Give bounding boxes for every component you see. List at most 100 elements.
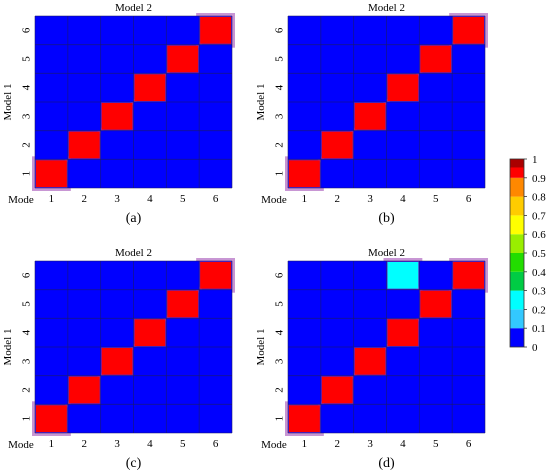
corner-label: Mode bbox=[261, 439, 287, 451]
x-tick-label: 6 bbox=[466, 438, 472, 450]
heatmap-cell bbox=[166, 318, 200, 347]
heatmap-cell bbox=[67, 44, 101, 74]
heatmap-panel: Model 2 1 2 3 4 5 6 1 2 3 4 5 6 Model 1 Mode (d) bbox=[255, 247, 488, 471]
heatmap-cell bbox=[420, 290, 452, 318]
colorbar-tick-label: 1 bbox=[532, 154, 538, 166]
y-tick-label: 6 bbox=[274, 27, 286, 33]
heatmap-cell bbox=[68, 131, 100, 159]
heatmap-cell bbox=[100, 130, 134, 160]
heatmap-cell bbox=[133, 102, 167, 131]
heatmap-cell bbox=[100, 16, 134, 45]
heatmap-cell bbox=[386, 16, 420, 45]
heatmap-cell bbox=[386, 159, 420, 188]
heatmap-cell bbox=[452, 404, 485, 433]
heatmap-panel: Model 2 1 2 3 4 5 6 1 2 3 4 5 6 Model 1 Mode (c) bbox=[2, 247, 235, 471]
x-tick-label: 3 bbox=[367, 438, 373, 450]
heatmap-cell bbox=[419, 404, 453, 433]
heatmap-cell bbox=[199, 44, 232, 74]
heatmap-cell bbox=[133, 375, 167, 405]
colorbar-tick-label: 0.7 bbox=[532, 210, 546, 222]
heatmap-cell bbox=[353, 159, 387, 188]
heatmap-cell bbox=[354, 103, 386, 130]
heatmap-cell bbox=[288, 318, 321, 347]
colorbar-segment bbox=[510, 215, 524, 235]
heatmap-cell bbox=[101, 103, 133, 130]
heatmap-cell bbox=[67, 261, 101, 290]
heatmap-cell bbox=[101, 348, 133, 375]
colorbar-segment bbox=[510, 196, 524, 216]
heatmap-cell bbox=[320, 289, 354, 319]
heatmap-cell bbox=[100, 318, 134, 347]
heatmap-cell bbox=[199, 102, 232, 131]
heatmap-cell bbox=[419, 347, 453, 376]
x-tick-label: 5 bbox=[433, 193, 439, 205]
colorbar-tick-label: 0.1 bbox=[532, 323, 546, 335]
heatmap-cell bbox=[35, 16, 68, 45]
heatmap-cell bbox=[419, 261, 453, 290]
heatmap-cell bbox=[452, 318, 485, 347]
heatmap-cell bbox=[420, 45, 452, 73]
heatmap-cell bbox=[133, 44, 167, 74]
heatmap-cell bbox=[386, 289, 420, 319]
corner-label: Mode bbox=[8, 194, 34, 206]
heatmap-cell bbox=[35, 44, 68, 74]
heatmap-cell bbox=[199, 404, 232, 433]
heatmap-cell bbox=[133, 289, 167, 319]
heatmap-cell bbox=[199, 73, 232, 102]
heatmap-cell bbox=[288, 375, 321, 405]
panel-label: (c) bbox=[126, 456, 142, 471]
x-tick-label: 6 bbox=[213, 193, 219, 205]
heatmap-panel: Model 2 1 2 3 4 5 6 1 2 3 4 5 6 Model 1 Mode (b) bbox=[255, 2, 488, 226]
x-tick-label: 5 bbox=[180, 193, 186, 205]
heatmap-cell bbox=[35, 102, 68, 131]
heatmap-cell bbox=[199, 318, 232, 347]
heatmap-cell bbox=[386, 404, 420, 433]
heatmap-cell bbox=[452, 102, 485, 131]
heatmap-cell bbox=[166, 130, 200, 160]
panel-label: (d) bbox=[378, 456, 395, 471]
heatmap-cell bbox=[288, 261, 321, 290]
heatmap-cell bbox=[166, 261, 200, 290]
panel-title: Model 2 bbox=[115, 247, 152, 259]
heatmap-cell bbox=[166, 404, 200, 433]
y-tick-label: 1 bbox=[274, 171, 286, 177]
colorbar-tick-label: 0.2 bbox=[532, 304, 546, 316]
heatmap-cell bbox=[166, 159, 200, 188]
heatmap-cell bbox=[452, 130, 485, 160]
heatmap-cell bbox=[353, 130, 387, 160]
heatmap-cell bbox=[36, 405, 67, 432]
heatmap-cell bbox=[419, 130, 453, 160]
colorbar-segment bbox=[510, 290, 524, 310]
heatmap-cell bbox=[199, 289, 232, 319]
heatmap-cell bbox=[288, 347, 321, 376]
heatmap-cell bbox=[134, 319, 166, 346]
heatmap-cell bbox=[353, 404, 387, 433]
heatmap-cell bbox=[35, 347, 68, 376]
heatmap-cell bbox=[452, 375, 485, 405]
heatmap-cell bbox=[167, 290, 199, 318]
heatmap-cell bbox=[386, 375, 420, 405]
heatmap-cell bbox=[288, 44, 321, 74]
y-axis-label: Model 1 bbox=[255, 84, 267, 121]
heatmap-cell bbox=[419, 375, 453, 405]
y-tick-label: 6 bbox=[21, 27, 33, 33]
y-tick-label: 6 bbox=[274, 272, 286, 278]
heatmap-cell bbox=[67, 318, 101, 347]
heatmap-panel: Model 2 1 2 3 4 5 6 1 2 3 4 5 6 Model 1 Mode (a) bbox=[2, 2, 235, 226]
heatmap-cell bbox=[320, 16, 354, 45]
heatmap-cell bbox=[35, 289, 68, 319]
y-axis-label: Model 1 bbox=[2, 84, 14, 121]
y-tick-label: 2 bbox=[274, 387, 286, 393]
x-tick-label: 5 bbox=[433, 438, 439, 450]
heatmap-cell bbox=[67, 73, 101, 102]
colorbar-tick-label: 0.3 bbox=[532, 286, 546, 298]
heatmap-cell bbox=[100, 73, 134, 102]
heatmap-cell bbox=[453, 17, 484, 44]
x-tick-label: 3 bbox=[367, 193, 373, 205]
y-tick-label: 3 bbox=[274, 113, 286, 119]
heatmap-cell bbox=[452, 159, 485, 188]
heatmap-cell bbox=[387, 74, 419, 101]
heatmap-cell bbox=[321, 376, 353, 404]
heatmap-cell bbox=[320, 347, 354, 376]
heatmap-cell bbox=[453, 262, 484, 289]
